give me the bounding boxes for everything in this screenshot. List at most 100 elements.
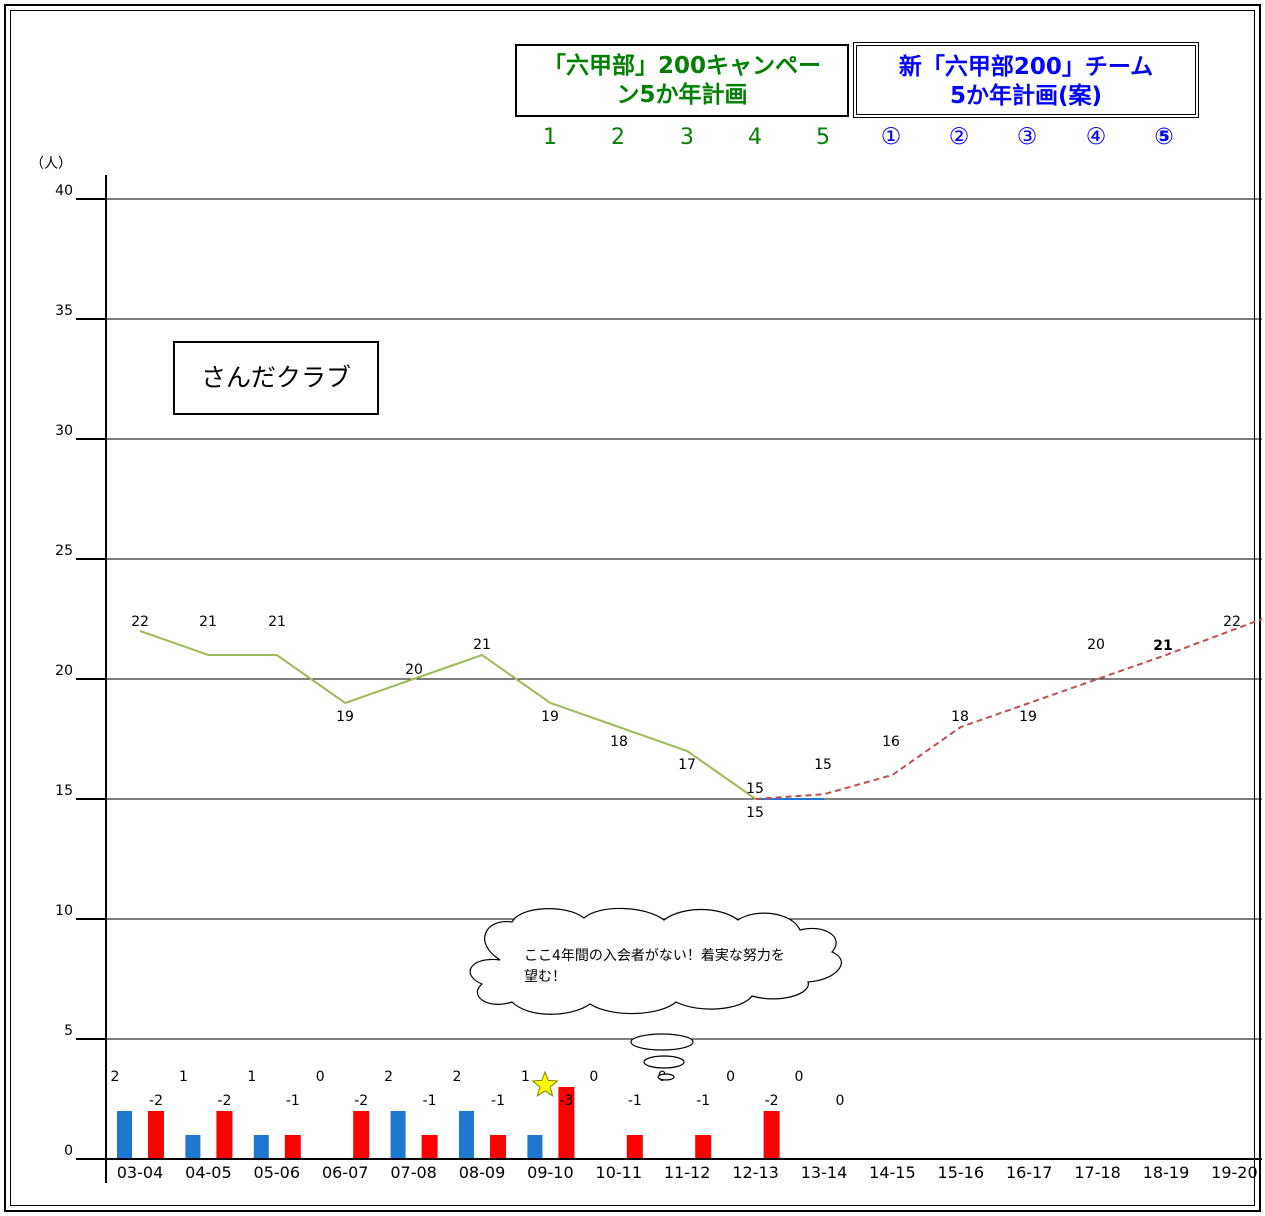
campaign-title-line2: ン5か年計画 xyxy=(616,82,748,108)
x-tick-label: 15-16 xyxy=(938,1163,985,1182)
joined-value-label: 1 xyxy=(521,1069,530,1085)
member-value-label: 20 xyxy=(405,662,423,678)
members-actual-line xyxy=(139,630,757,800)
campaign-year-marker: 1 xyxy=(543,125,557,150)
y-tick-label: 30 xyxy=(55,423,73,439)
x-tick-label: 18-19 xyxy=(1143,1163,1190,1182)
y-tick-label: 35 xyxy=(55,303,73,319)
left-value-label: -1 xyxy=(423,1093,437,1109)
club-name-box: さんだクラブ xyxy=(173,341,379,415)
lines-layer xyxy=(139,618,1263,800)
plan-year-marker: ① xyxy=(881,124,902,150)
left-value-label: -3 xyxy=(559,1093,573,1109)
member-value-label: 19 xyxy=(336,709,354,725)
plan-year-marker: ④ xyxy=(1086,124,1107,150)
left-bar xyxy=(558,1087,575,1159)
plan-year-marker: ③ xyxy=(1017,124,1038,150)
x-tick-label: 16-17 xyxy=(1006,1163,1053,1182)
y-tick-label: 25 xyxy=(55,543,73,559)
y-tick-label: 15 xyxy=(55,783,73,799)
members-projection-line xyxy=(755,618,1263,800)
left-value-label: -2 xyxy=(217,1093,231,1109)
x-tick-label: 17-18 xyxy=(1074,1163,1121,1182)
joined-value-label: 2 xyxy=(111,1069,120,1085)
y-tick-label: 40 xyxy=(55,183,73,199)
plan-title-line1: 新「六甲部200」チーム xyxy=(898,54,1154,80)
member-value-label: 19 xyxy=(1019,709,1037,725)
y-axis-unit: （人） xyxy=(30,156,72,172)
member-value-label: 18 xyxy=(951,709,969,725)
left-value-label: -1 xyxy=(696,1093,710,1109)
y-tick-label: 20 xyxy=(55,663,73,679)
joined-value-label: 1 xyxy=(179,1069,188,1085)
joined-value-label: 0 xyxy=(726,1069,735,1085)
campaign-year-marker: 3 xyxy=(680,125,694,150)
x-tick-label: 19-20 xyxy=(1211,1163,1258,1182)
joined-bar xyxy=(253,1135,269,1159)
left-bar xyxy=(353,1111,370,1159)
left-bar xyxy=(763,1111,780,1159)
joined-value-label: 0 xyxy=(316,1069,325,1085)
member-value-label: 18 xyxy=(610,734,628,750)
x-tick-label: 08-09 xyxy=(459,1163,506,1182)
left-value-label: 0 xyxy=(836,1093,845,1109)
labels-layer: 21102210000-2-2-1-2-1-1-3-1-1-2022212119… xyxy=(111,614,1241,1109)
joined-bar xyxy=(459,1111,474,1159)
member-value-label: 21 xyxy=(1153,638,1172,654)
x-tick-label: 13-14 xyxy=(801,1163,848,1182)
left-bar xyxy=(216,1111,233,1159)
joined-value-label: 2 xyxy=(384,1069,393,1085)
left-value-label: -1 xyxy=(628,1093,642,1109)
x-tick-label: 10-11 xyxy=(596,1163,643,1182)
plan-year-marker: ⑤ xyxy=(1154,124,1173,150)
member-value-label: 22 xyxy=(131,614,149,630)
joined-value-label: 0 xyxy=(589,1069,598,1085)
star-icon xyxy=(531,1070,559,1097)
member-value-label: 15 xyxy=(814,757,832,773)
y-tick-label: 5 xyxy=(64,1023,73,1039)
left-value-label: -1 xyxy=(286,1093,300,1109)
callout-text: ここ4年間の入会者がない！着実な努力を望む！ xyxy=(524,948,785,985)
x-tick-label: 12-13 xyxy=(732,1163,779,1182)
new-plan-box: 新「六甲部200」チーム 5か年計画(案) xyxy=(853,42,1199,118)
joined-bar xyxy=(117,1111,132,1159)
member-value-label: 21 xyxy=(199,614,217,630)
outer-frame xyxy=(4,4,1261,1212)
joined-bar xyxy=(527,1135,543,1159)
member-value-label: 16 xyxy=(882,734,900,750)
plan-title-line2: 5か年計画(案) xyxy=(949,83,1103,109)
left-value-label: -2 xyxy=(765,1093,779,1109)
campaign-title-line1: 「六甲部」200キャンペー xyxy=(542,53,821,79)
plan-year-marker: ② xyxy=(949,124,970,150)
member-value-label: 15 xyxy=(746,805,764,821)
left-value-label: -1 xyxy=(491,1093,505,1109)
y-tick-label: 10 xyxy=(55,903,73,919)
x-tick-label: 07-08 xyxy=(390,1163,437,1182)
x-tick-label: 06-07 xyxy=(322,1163,369,1182)
inner-frame xyxy=(10,10,1255,1206)
left-bar xyxy=(695,1135,712,1159)
member-value-label: 21 xyxy=(473,637,491,653)
cloud-shape xyxy=(469,907,842,1015)
left-bar xyxy=(148,1111,164,1159)
left-bar xyxy=(490,1135,506,1159)
bubble-dot-medium xyxy=(643,1055,685,1069)
joined-bar xyxy=(390,1111,406,1159)
member-value-label: 22 xyxy=(1223,614,1241,630)
member-value-label: 20 xyxy=(1087,637,1105,653)
joined-value-label: 2 xyxy=(453,1069,462,1085)
left-value-label: -2 xyxy=(354,1093,368,1109)
joined-value-label: 1 xyxy=(247,1069,256,1085)
member-value-label: 21 xyxy=(268,614,286,630)
x-tick-label: 09-10 xyxy=(527,1163,574,1182)
joined-bar xyxy=(185,1135,201,1159)
campaign-year-marker: 5 xyxy=(816,125,830,150)
x-tick-label: 14-15 xyxy=(869,1163,916,1182)
member-value-label: 19 xyxy=(541,709,559,725)
joined-value-label: 0 xyxy=(795,1069,804,1085)
left-bar xyxy=(421,1135,438,1159)
bars-layer xyxy=(117,1087,780,1159)
left-bar xyxy=(284,1135,301,1159)
campaign-year-marker: 4 xyxy=(748,125,762,150)
